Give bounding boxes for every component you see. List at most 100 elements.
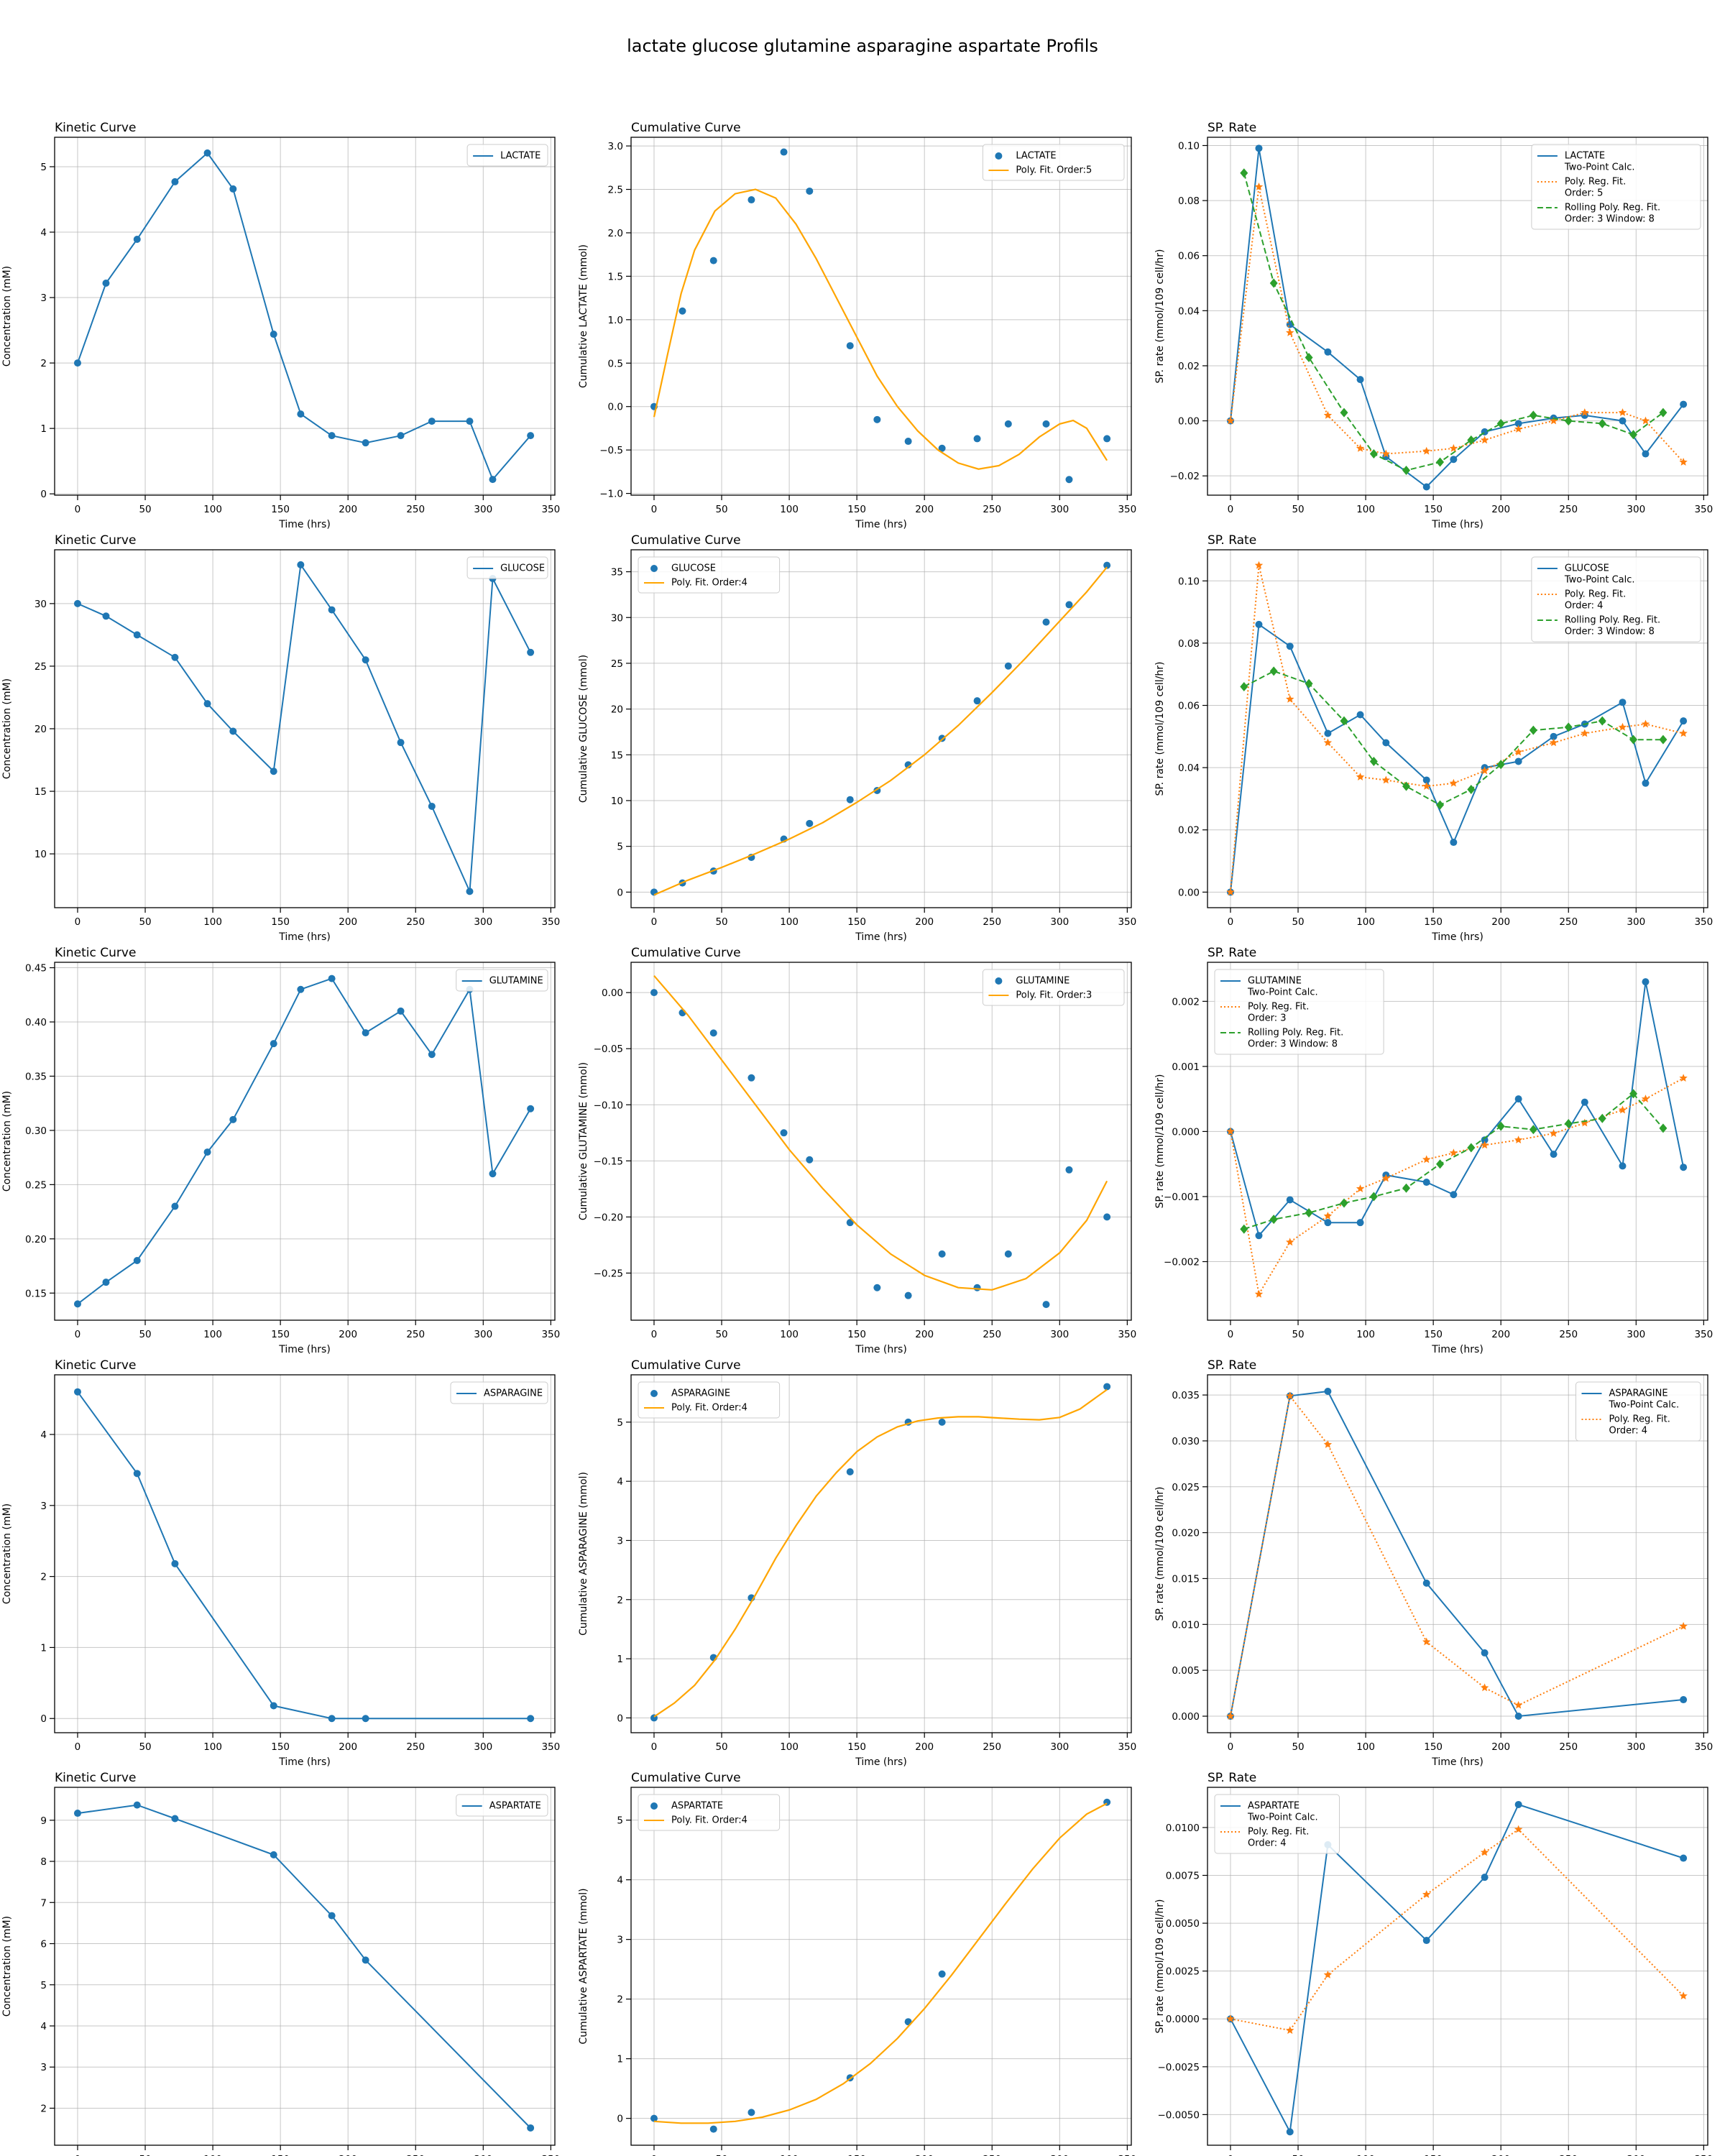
y-tick-label: 0.0 [608, 402, 623, 413]
data-point [1323, 738, 1333, 747]
legend-frame [1531, 144, 1701, 230]
y-tick-label: 0 [40, 1713, 47, 1725]
data-point [1659, 734, 1668, 745]
x-tick-label: 0 [651, 1741, 658, 1753]
subplot-14: 0 50 100 150 200 250 300 350 0 1 2 3 4 5 Cumulative Cu… [578, 1771, 1136, 2156]
x-tick-label: 200 [1491, 1741, 1510, 1753]
legend-marker [650, 1802, 658, 1810]
data-point [1065, 601, 1073, 609]
y-tick-label: 0.04 [1178, 305, 1200, 317]
data-point [1467, 435, 1476, 445]
subplot-title: SP. Rate [1208, 533, 1256, 548]
data-point [133, 236, 141, 244]
data-point [1356, 443, 1365, 452]
x-tick-label: 150 [847, 1741, 866, 1753]
data-point [1340, 1198, 1348, 1208]
data-point [1581, 729, 1589, 737]
legend-label: Rolling Poly. Reg. Fit. [1565, 615, 1660, 626]
data-point [1449, 778, 1458, 787]
data-point [1679, 1074, 1688, 1082]
data-point [297, 985, 305, 993]
axes-frame [1207, 137, 1708, 496]
data-point [1514, 1700, 1523, 1709]
x-tick-label: 150 [1424, 504, 1443, 515]
data-point [1450, 456, 1458, 464]
y-tick-label: −0.25 [594, 1268, 623, 1279]
y-axis-label: Concentration (mM) [1, 678, 13, 779]
data-point [1340, 407, 1348, 418]
x-tick-label: 150 [847, 916, 866, 928]
x-tick-label: 150 [847, 2154, 866, 2156]
data-point [229, 727, 237, 735]
y-axis-label: SP. rate (mmol/109 cell/hr) [1154, 1487, 1166, 1621]
x-tick-label: 200 [915, 504, 934, 515]
data-point [1422, 1179, 1430, 1187]
data-point [1659, 1123, 1668, 1133]
data-point [1529, 725, 1537, 735]
x-tick-label: 100 [780, 1741, 799, 1753]
axes-frame [1207, 1374, 1708, 1733]
y-tick-label: 3 [40, 2062, 47, 2073]
x-tick-label: 100 [203, 2154, 222, 2156]
x-tick-label: 300 [1050, 1329, 1069, 1340]
x-tick-label: 100 [1356, 2154, 1375, 2156]
y-tick-label: 0.10 [1178, 140, 1200, 152]
y-tick-label: 3 [40, 292, 47, 304]
data-point [1382, 739, 1390, 747]
y-tick-label: 3 [617, 1535, 623, 1547]
data-point [1402, 466, 1411, 476]
y-tick-label: −0.10 [594, 1100, 623, 1111]
x-tick-label: 50 [1292, 504, 1304, 515]
data-point [873, 415, 881, 423]
data-point [397, 739, 405, 747]
x-tick-label: 50 [139, 504, 151, 515]
x-tick-label: 50 [1292, 2154, 1304, 2156]
x-tick-label: 200 [339, 2154, 357, 2156]
x-tick-label: 300 [474, 1741, 492, 1753]
legend-label: LACTATE [500, 151, 540, 162]
axes-frame [54, 1787, 556, 2146]
y-tick-label: 3 [617, 1935, 623, 1946]
y-tick-label: 3.0 [608, 141, 623, 152]
data-point [527, 648, 535, 656]
data-point [1618, 722, 1627, 731]
x-tick-label: 0 [1228, 1329, 1234, 1340]
data-point [1323, 1440, 1333, 1448]
data-point [1680, 717, 1688, 725]
data-point [780, 148, 788, 156]
y-tick-label: 7 [40, 1897, 47, 1909]
series-line [1243, 172, 1664, 471]
data-point [1255, 144, 1263, 152]
plot-area [73, 975, 535, 1308]
data-point [748, 196, 755, 204]
data-point [1618, 1105, 1627, 1114]
x-tick-label: 150 [847, 1329, 866, 1340]
data-point [1549, 1129, 1558, 1137]
y-tick-label: 1 [617, 2054, 623, 2065]
y-axis-label: Concentration (mM) [1, 1091, 13, 1192]
data-point [1679, 729, 1688, 737]
data-point [527, 2124, 535, 2132]
x-tick-label: 250 [983, 1329, 1001, 1340]
y-tick-label: −1.0 [599, 489, 623, 500]
data-point [973, 1284, 981, 1291]
data-point [133, 1801, 141, 1809]
axes-frame [630, 962, 1132, 1321]
y-tick-label: 3 [40, 1501, 47, 1512]
data-point [297, 410, 305, 418]
data-point [1598, 716, 1606, 726]
data-point [1269, 1215, 1278, 1225]
data-point [846, 342, 854, 350]
data-point [1286, 2128, 1294, 2136]
data-point [1641, 1095, 1650, 1102]
x-tick-label: 300 [474, 2154, 492, 2156]
axes-frame [630, 137, 1132, 496]
data-point [527, 432, 535, 440]
data-point [1240, 682, 1248, 692]
x-axis-label: Time (hrs) [1431, 519, 1484, 530]
subplot-1: 0 50 100 150 200 250 300 350 0 1 2 3 4 5 Kinetic Curve… [1, 121, 560, 530]
data-point [428, 1051, 436, 1059]
y-tick-label: 0.002 [1172, 996, 1200, 1008]
x-tick-label: 200 [339, 916, 357, 928]
